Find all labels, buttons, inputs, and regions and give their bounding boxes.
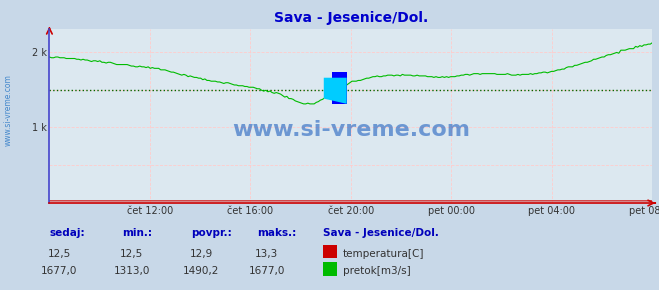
Text: sedaj:: sedaj: xyxy=(49,228,85,238)
Text: povpr.:: povpr.: xyxy=(191,228,232,238)
Title: Sava - Jesenice/Dol.: Sava - Jesenice/Dol. xyxy=(273,11,428,25)
Text: www.si-vreme.com: www.si-vreme.com xyxy=(3,74,13,146)
Text: 13,3: 13,3 xyxy=(255,249,279,259)
Bar xyxy=(331,72,347,104)
Text: 1313,0: 1313,0 xyxy=(113,266,150,276)
Bar xyxy=(324,78,339,99)
Text: Sava - Jesenice/Dol.: Sava - Jesenice/Dol. xyxy=(323,228,439,238)
Text: 12,9: 12,9 xyxy=(189,249,213,259)
Text: 12,5: 12,5 xyxy=(120,249,144,259)
Text: maks.:: maks.: xyxy=(257,228,297,238)
Text: www.si-vreme.com: www.si-vreme.com xyxy=(232,120,470,140)
Text: 1490,2: 1490,2 xyxy=(183,266,219,276)
Text: 1677,0: 1677,0 xyxy=(41,266,78,276)
Text: min.:: min.: xyxy=(122,228,152,238)
Text: temperatura[C]: temperatura[C] xyxy=(343,249,424,259)
Text: 1677,0: 1677,0 xyxy=(248,266,285,276)
Polygon shape xyxy=(324,78,347,104)
Text: pretok[m3/s]: pretok[m3/s] xyxy=(343,266,411,276)
Text: 12,5: 12,5 xyxy=(47,249,71,259)
